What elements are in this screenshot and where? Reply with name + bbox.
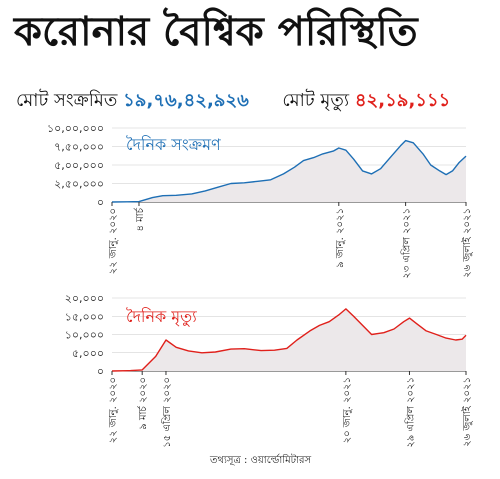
series-line bbox=[111, 308, 467, 372]
page-title: করোনার বৈশ্বিক পরিস্থিতি bbox=[14, 9, 418, 55]
y-tick-label: ৫,০০০ bbox=[72, 347, 104, 360]
x-tick-label: ১৫ এপ্রিল ২০২০ bbox=[161, 377, 173, 448]
y-tick-label: ৫,০০,০০০ bbox=[54, 159, 104, 172]
y-tick-label: ২,৫০,০০০ bbox=[54, 178, 104, 191]
total-cases-label: মোট সংক্রমিত bbox=[16, 90, 118, 111]
x-tick-label: ২৬ জুলাই ২০২১ bbox=[461, 208, 473, 278]
y-tick-label: ৭,৫০,০০০ bbox=[54, 141, 104, 154]
y-tick-label: ১০,০০,০০০ bbox=[47, 122, 104, 135]
series-label: দৈনিক মৃত্যু bbox=[126, 307, 197, 327]
x-tick-label: ২২ জানু. ২০২০ bbox=[108, 377, 119, 443]
series-area bbox=[112, 308, 466, 371]
y-tick-label: ০ bbox=[97, 365, 104, 378]
x-tick-label: ২২ জানু. ২০২০ bbox=[108, 208, 119, 274]
y-tick-label: ১৫,০০০ bbox=[65, 310, 104, 323]
total-cases-value: ১৯,৭৬,৪২,৯২৬ bbox=[123, 90, 249, 111]
series-label: দৈনিক সংক্রমণ bbox=[126, 135, 221, 154]
x-tick-label: ২৩ এপ্রিল ২০২১ bbox=[401, 208, 413, 279]
source-note: তথ্যসূত্র : ওয়ার্ল্ডোমিটারস bbox=[210, 455, 312, 466]
x-tick-label: ২৯ এপ্রিল ২০২১ bbox=[404, 377, 416, 448]
x-tick-label: ৯ জানু. ২০২১ bbox=[335, 208, 346, 268]
y-tick-label: ০ bbox=[97, 196, 104, 209]
total-deaths-label: মোট মৃত্যু bbox=[282, 90, 350, 111]
y-tick-label: ২০,০০০ bbox=[65, 292, 104, 305]
x-tick-label: ৪ মার্চ bbox=[134, 207, 146, 231]
total-deaths-value: ৪২,১৯,১১১ bbox=[354, 90, 451, 111]
x-tick-label: ৯ মার্চ ২০২০ bbox=[137, 377, 149, 430]
x-tick-label: ২০ জানু. ২০২১ bbox=[342, 377, 353, 443]
series-line bbox=[111, 139, 467, 203]
summary-line: মোট সংক্রমিত ১৯,৭৬,৪২,৯২৬ মোট মৃত্যু ৪২,… bbox=[16, 86, 450, 117]
y-tick-label: ১০,০০০ bbox=[65, 329, 104, 342]
x-tick-label: ২৬ জুলাই ২০২১ bbox=[461, 377, 473, 447]
